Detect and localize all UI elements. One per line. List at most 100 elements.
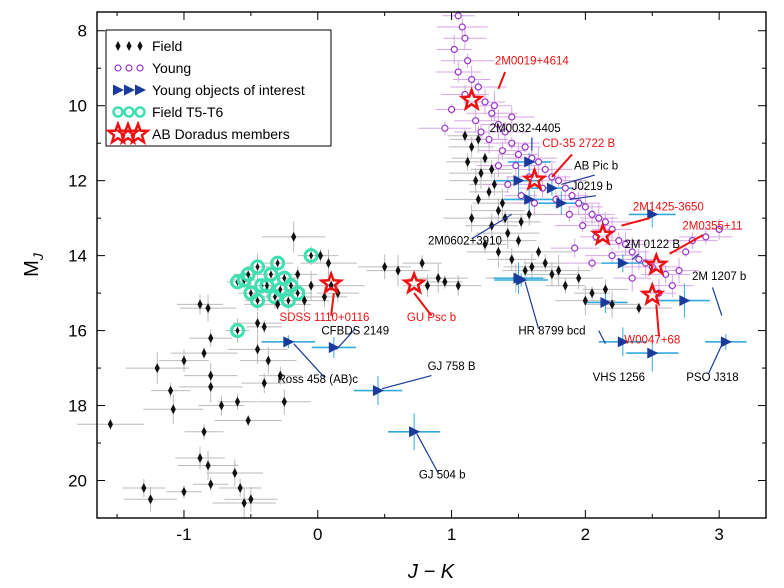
data-point — [272, 281, 288, 297]
data-point — [290, 285, 306, 301]
data-point — [524, 193, 536, 205]
legend-label: Young — [152, 60, 191, 76]
annotation-leader — [551, 153, 573, 178]
series-young-objects-of-interest — [283, 156, 732, 438]
data-point — [454, 68, 462, 76]
data-point — [482, 153, 488, 164]
data-point — [208, 370, 214, 381]
legend-box — [105, 29, 332, 147]
data-point — [454, 12, 462, 20]
data-point — [147, 494, 154, 505]
data-point — [582, 295, 588, 306]
data-point — [208, 479, 214, 490]
data-point-center — [246, 270, 251, 279]
data-point — [461, 34, 469, 42]
data-point — [473, 175, 479, 186]
data-point — [609, 299, 615, 310]
x-tick-label: 3 — [714, 525, 723, 544]
data-point — [561, 184, 569, 192]
data-point — [575, 199, 583, 207]
annotation-label: 2M1425-3650 — [633, 202, 704, 214]
data-point — [382, 261, 388, 272]
annotation-label: W0047+68 — [624, 335, 680, 347]
data-point — [529, 261, 535, 272]
data-point — [229, 323, 245, 339]
data-point — [542, 258, 548, 269]
data-point — [321, 291, 328, 302]
data-point — [501, 128, 509, 136]
data-point — [617, 257, 629, 269]
data-point — [494, 120, 502, 129]
data-point — [516, 274, 528, 286]
data-point — [283, 336, 295, 348]
data-point — [636, 303, 642, 314]
legend-label: Field — [152, 38, 182, 54]
data-point-center — [255, 296, 260, 305]
data-point — [205, 460, 211, 471]
legend-label: Field T5-T6 — [152, 104, 224, 120]
annotation-label: GJ 504 b — [419, 470, 466, 482]
data-point — [498, 147, 507, 155]
data-point — [237, 483, 243, 494]
annotation-label: GJ 758 B — [428, 361, 476, 373]
legend-marker — [125, 64, 133, 72]
data-point — [409, 426, 421, 438]
data-point — [295, 269, 301, 280]
data-point — [485, 135, 493, 144]
data-point — [490, 102, 498, 110]
data-point — [521, 166, 548, 191]
data-point — [254, 318, 261, 329]
data-point — [328, 341, 340, 353]
data-point — [261, 378, 267, 389]
annotation-label: Ross 458 (AB)c — [278, 374, 359, 386]
series-field — [107, 130, 642, 509]
data-point — [259, 278, 275, 294]
annotation-leader — [669, 234, 704, 255]
data-point — [419, 258, 425, 269]
data-point — [601, 218, 610, 226]
data-point-center — [309, 251, 314, 260]
data-point-center — [235, 326, 240, 335]
data-point — [589, 221, 616, 246]
data-point — [201, 426, 207, 437]
data-point — [401, 270, 427, 295]
annotation-leader — [471, 213, 513, 240]
data-point — [475, 134, 481, 145]
data-point-center — [248, 289, 253, 298]
annotation-leader — [707, 341, 724, 374]
data-point — [489, 164, 495, 175]
data-point — [317, 250, 324, 261]
data-point — [494, 162, 502, 170]
annotation-label: 2M 0122 B — [624, 239, 680, 251]
y-tick-label: 8 — [78, 22, 87, 41]
data-point — [486, 186, 492, 197]
legend-marker — [124, 84, 135, 96]
data-point — [241, 498, 247, 509]
data-point — [508, 139, 516, 147]
data-point — [458, 23, 466, 31]
y-tick-label: 12 — [68, 172, 87, 191]
annotation-label: 2M 1207 b — [692, 271, 746, 283]
data-point — [617, 336, 629, 348]
annotations: 2M0019+4614 2M0032-4405 CD-35 2722 B AB Pic… — [278, 55, 747, 481]
data-point — [482, 239, 488, 250]
legend-item: Field — [115, 38, 182, 54]
data-point — [424, 280, 431, 291]
legend-marker — [112, 106, 124, 118]
data-point — [205, 303, 211, 314]
annotation-leader — [598, 330, 606, 344]
x-tick-label: -1 — [176, 525, 191, 544]
annotation-leader — [293, 343, 325, 378]
legend-item: Field T5-T6 — [112, 104, 224, 120]
annotation-leader — [416, 433, 439, 474]
data-point — [308, 280, 314, 291]
data-point — [495, 246, 501, 257]
data-point — [535, 246, 542, 257]
data-point — [556, 265, 562, 276]
data-point — [495, 205, 501, 216]
data-point — [447, 105, 456, 114]
legend-marker — [134, 106, 146, 118]
data-point — [254, 344, 261, 355]
data-point — [579, 222, 587, 230]
